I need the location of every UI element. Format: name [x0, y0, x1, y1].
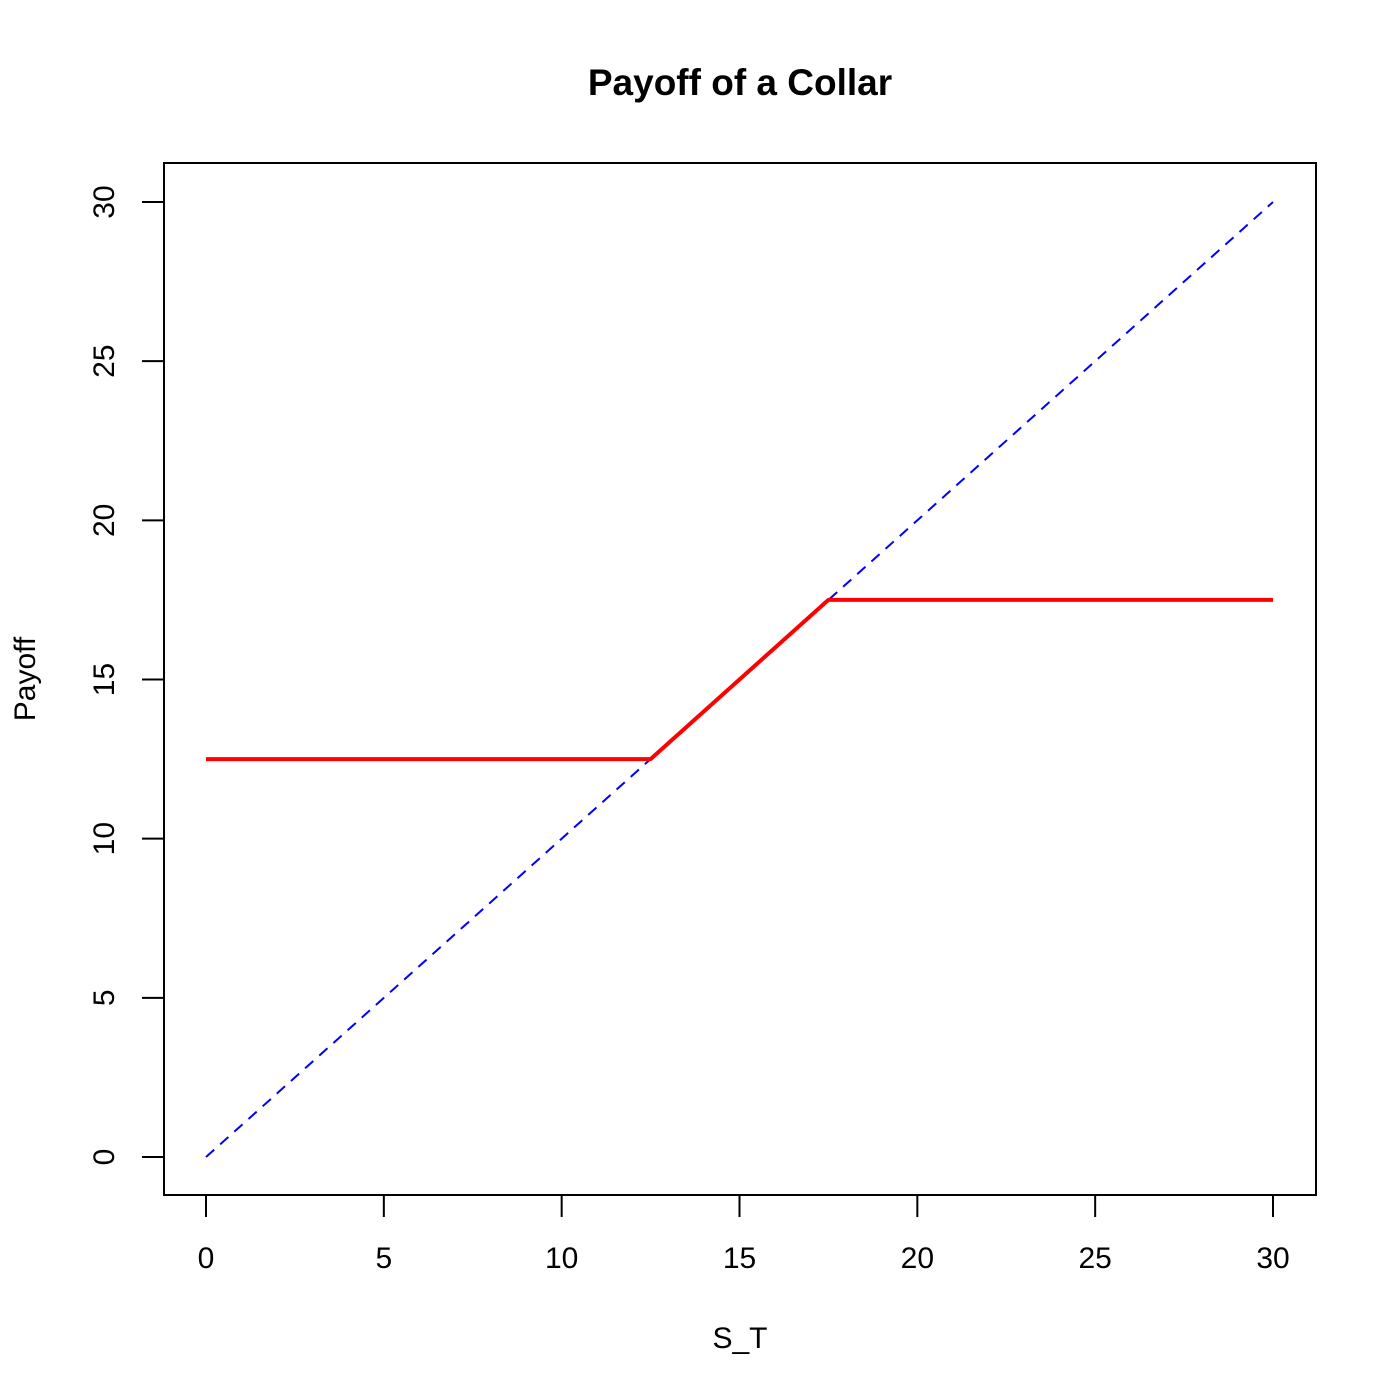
x-axis-label: S_T [712, 1322, 767, 1355]
y-tick-label: 20 [88, 504, 121, 537]
x-tick-label: 0 [198, 1242, 215, 1275]
x-tick-label: 5 [375, 1242, 392, 1275]
x-tick-label: 10 [545, 1242, 578, 1275]
x-axis: 0 5 10 15 20 25 30 [198, 1194, 1290, 1275]
x-tick-label: 15 [723, 1242, 756, 1275]
x-tick-label: 30 [1256, 1242, 1289, 1275]
x-tick-label: 25 [1078, 1242, 1111, 1275]
x-tick-label: 20 [901, 1242, 934, 1275]
y-axis-label: Payoff [9, 636, 42, 721]
chart-title: Payoff of a Collar [588, 62, 892, 103]
y-tick-label: 15 [88, 663, 121, 696]
series-layer [205, 201, 1274, 1158]
y-tick-label: 0 [88, 1149, 121, 1166]
y-tick-label: 30 [88, 185, 121, 218]
y-axis: 0 5 10 15 20 25 30 [88, 185, 165, 1166]
y-tick-label: 5 [88, 989, 121, 1006]
y-tick-label: 25 [88, 344, 121, 377]
collar-payoff-line [206, 597, 1273, 762]
stock-payoff-dashed-line [205, 201, 1274, 1158]
y-tick-label: 10 [88, 822, 121, 855]
